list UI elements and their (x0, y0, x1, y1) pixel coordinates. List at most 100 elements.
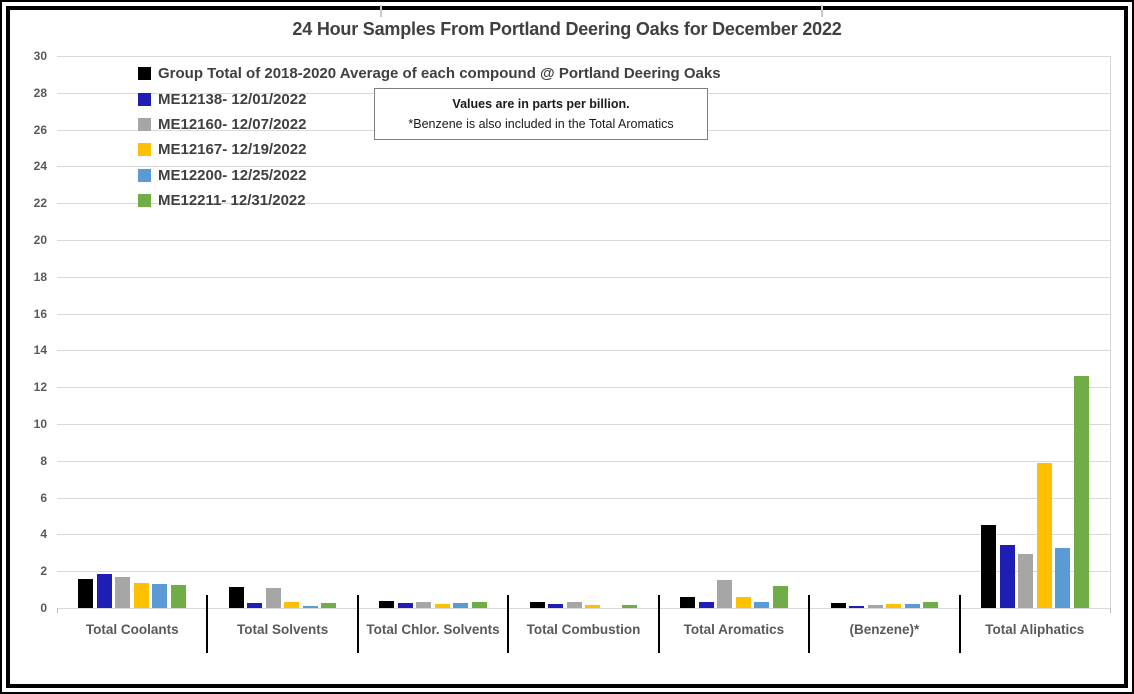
legend-swatch-icon (138, 194, 151, 208)
category-separator (657, 595, 660, 653)
gridline (57, 608, 1110, 609)
y-axis-tick-label: 12 (33, 380, 47, 395)
bar-2-total-aliphatics (999, 544, 1015, 608)
bar-5-total-aliphatics (1055, 548, 1071, 608)
bar-2-total-solvents (247, 603, 263, 608)
gridline (57, 460, 1110, 462)
bar-4-total-solvents (284, 602, 300, 608)
axis-tick (1110, 608, 1111, 613)
category-label: Total Coolants (85, 622, 179, 637)
gridline (57, 534, 1110, 536)
bar-6-total-aliphatics (1073, 376, 1089, 608)
gridline (57, 276, 1110, 278)
y-axis-tick-label: 26 (33, 122, 47, 137)
legend-label: ME12200- 12/25/2022 (158, 166, 307, 184)
bar-1-total-solvents (228, 586, 244, 608)
annotation-line-2: *Benzene is also included in the Total A… (408, 116, 674, 131)
bar-5-total-solvents (302, 606, 318, 608)
legend-label: ME12138- 12/01/2022 (158, 90, 307, 108)
bar-3-total-aliphatics (1018, 553, 1034, 608)
y-axis-tick-label: 18 (33, 269, 47, 284)
bar-5-total-aromatics (754, 602, 770, 608)
bar-4-total-chlor-solvents (434, 604, 450, 608)
gridline (57, 56, 1110, 57)
bar-6-total-chlor-solvents (471, 602, 487, 608)
legend-item-3: ME12160- 12/07/2022 (138, 112, 721, 137)
legend-swatch-icon (138, 117, 151, 131)
y-axis-tick-label: 28 (33, 85, 47, 100)
category-label: Total Combustion (526, 622, 641, 637)
category-separator (808, 595, 811, 653)
category-separator (507, 595, 510, 653)
legend-item-1: Group Total of 2018-2020 Average of each… (138, 61, 721, 86)
bar-6-total-coolants (170, 585, 186, 608)
gridline (57, 240, 1110, 241)
bar-5-total-coolants (152, 584, 168, 608)
annotation-line-1: Values are in parts per billion. (452, 97, 630, 112)
bar-3-total-combustion (566, 602, 582, 608)
bar-2-total-aromatics (698, 601, 714, 608)
y-axis-tick-label: 6 (40, 490, 47, 505)
bar-4-total-coolants (133, 583, 149, 608)
axis-tick (57, 608, 58, 613)
chart-title: 24 Hour Samples From Portland Deering Oa… (292, 19, 842, 39)
gridline (57, 203, 1110, 205)
y-axis-tick-label: 4 (40, 527, 47, 542)
category-label: Total Aliphatics (985, 622, 1085, 637)
gridline (57, 424, 1110, 425)
y-axis-tick-label: 16 (33, 306, 47, 321)
bar-3-total-aromatics (717, 580, 733, 608)
y-axis-tick-label: 30 (33, 49, 47, 63)
gridline (57, 313, 1110, 315)
bar-6--benzene- (923, 602, 939, 608)
bar-1-total-aliphatics (981, 525, 997, 608)
legend-swatch-icon (138, 143, 151, 157)
y-axis-tick-label: 14 (33, 343, 47, 358)
y-axis-tick-label: 20 (33, 233, 47, 247)
bar-5-total-chlor-solvents (453, 603, 469, 608)
bar-3-total-coolants (115, 576, 131, 608)
annotation-box: Values are in parts per billion. *Benzen… (374, 88, 708, 140)
category-separator (958, 595, 961, 653)
frame-tick (380, 5, 382, 17)
gridline (57, 387, 1110, 389)
legend-label: ME12211- 12/31/2022 (158, 192, 306, 210)
y-axis-tick-label: 22 (33, 196, 47, 211)
legend-item-4: ME12167- 12/19/2022 (138, 137, 721, 162)
gridline (57, 166, 1110, 168)
legend-label: ME12167- 12/19/2022 (158, 141, 307, 159)
bar-1--benzene- (830, 603, 846, 608)
y-axis-tick-label: 8 (40, 453, 47, 468)
bar-5--benzene- (904, 604, 920, 608)
bar-2--benzene- (849, 605, 865, 608)
bar-2-total-combustion (548, 604, 564, 608)
bar-1-total-chlor-solvents (379, 600, 395, 608)
gridline (57, 571, 1110, 573)
gridline (57, 497, 1110, 499)
legend-label: Group Total of 2018-2020 Average of each… (158, 65, 721, 83)
bar-4-total-combustion (585, 605, 601, 608)
legend-swatch-icon (138, 67, 151, 81)
plot-right-edge (1110, 56, 1111, 608)
category-separator (206, 595, 209, 653)
legend-swatch-icon (138, 168, 151, 182)
bar-4-total-aromatics (735, 596, 751, 608)
category-label: Total Solvents (237, 622, 329, 637)
y-axis-tick-label: 24 (33, 159, 47, 174)
legend-item-6: ME12211- 12/31/2022 (138, 188, 721, 213)
bar-2-total-coolants (96, 573, 112, 608)
bar-6-total-solvents (321, 603, 337, 608)
frame-tick (821, 5, 823, 17)
gridline (57, 350, 1110, 352)
legend-item-2: ME12138- 12/01/2022 (138, 86, 721, 111)
bar-4--benzene- (886, 604, 902, 608)
category-label: (Benzene)* (849, 622, 920, 637)
bar-3--benzene- (867, 604, 883, 608)
legend-label: ME12160- 12/07/2022 (158, 115, 307, 133)
bar-1-total-aromatics (680, 596, 696, 608)
bar-6-total-aromatics (772, 585, 788, 608)
y-axis-tick-label: 0 (40, 601, 47, 615)
y-axis-tick-label: 10 (33, 417, 47, 431)
y-axis-tick-label: 2 (40, 564, 47, 579)
bar-6-total-combustion (622, 605, 638, 608)
